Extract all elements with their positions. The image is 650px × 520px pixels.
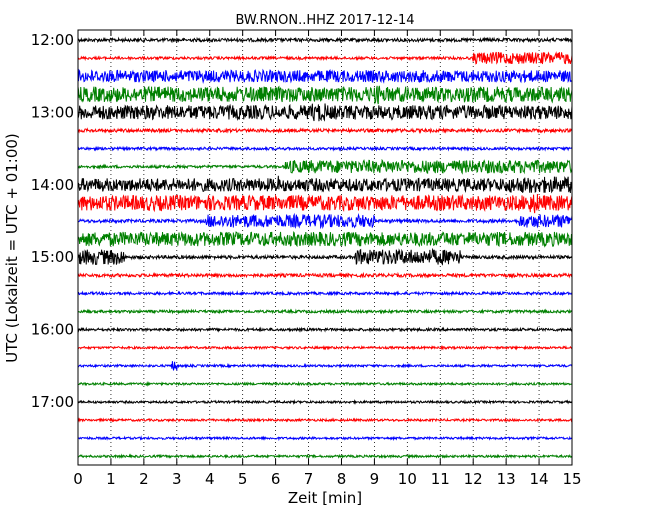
trace-line-15 (77, 308, 573, 315)
x-tick-label: 11 (431, 470, 450, 488)
trace-line-20 (77, 398, 573, 405)
trace-line-21 (77, 417, 573, 423)
y-tick-label: 15:00 (31, 248, 74, 266)
trace-line-11 (77, 231, 573, 248)
trace-line-14 (77, 290, 573, 297)
x-tick-label: 0 (73, 470, 83, 488)
trace-line-6 (77, 145, 573, 152)
y-tick-label: 17:00 (31, 393, 74, 411)
x-tick-label: 6 (271, 470, 281, 488)
trace-line-23 (77, 453, 573, 460)
x-tick-label: 14 (530, 470, 549, 488)
y-axis: 12:00 13:00 14:00 15:00 16:00 17:00 (31, 31, 572, 411)
x-axis-label: Zeit [min] (288, 489, 362, 507)
trace-group (77, 36, 573, 460)
trace-line-2 (77, 68, 573, 84)
x-tick-label: 2 (139, 470, 149, 488)
x-tick-label: 8 (337, 470, 347, 488)
y-tick-label: 12:00 (31, 31, 74, 49)
x-tick-label: 4 (205, 470, 215, 488)
trace-line-10 (77, 212, 573, 230)
y-axis-label: UTC (Lokalzeit = UTC + 01:00) (3, 133, 21, 363)
y-tick-label: 13:00 (31, 103, 74, 121)
x-tick-label: 5 (238, 470, 248, 488)
x-tick-label: 7 (304, 470, 314, 488)
x-axis: 0 1 2 3 4 5 6 7 8 9 10 11 12 13 14 15 (73, 30, 582, 488)
chart-title: BW.RNON..HHZ 2017-12-14 (235, 13, 414, 28)
x-tick-label: 9 (370, 470, 380, 488)
x-tick-label: 10 (398, 470, 417, 488)
grid-lines (110, 30, 540, 465)
trace-line-8 (77, 175, 573, 194)
x-tick-label: 1 (106, 470, 116, 488)
trace-line-22 (77, 435, 573, 442)
trace-line-7 (77, 158, 573, 175)
x-tick-label: 3 (172, 470, 182, 488)
trace-line-16 (77, 326, 573, 333)
trace-line-19 (77, 380, 573, 387)
trace-line-9 (77, 193, 573, 214)
trace-line-13 (77, 271, 573, 279)
trace-line-0 (77, 36, 573, 44)
trace-line-12 (77, 247, 573, 266)
trace-line-3 (77, 85, 573, 105)
trace-line-4 (77, 103, 573, 122)
trace-line-5 (77, 127, 573, 134)
x-tick-label: 13 (497, 470, 516, 488)
trace-line-18 (77, 361, 573, 372)
trace-line-17 (77, 344, 573, 351)
plot-frame (77, 29, 573, 466)
y-tick-label: 14:00 (31, 176, 74, 194)
trace-line-1 (77, 51, 573, 65)
y-tick-label: 16:00 (31, 321, 74, 339)
x-tick-label: 15 (562, 470, 581, 488)
x-tick-label: 12 (464, 470, 483, 488)
